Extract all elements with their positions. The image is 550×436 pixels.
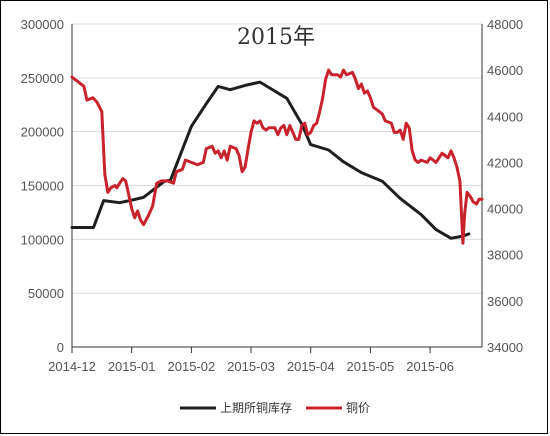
y-left-tick-label: 100000 <box>21 232 64 247</box>
x-tick-label: 2015-03 <box>227 359 275 374</box>
x-tick-label: 2015-02 <box>168 359 216 374</box>
legend-item: 上期所铜库存 <box>180 400 292 415</box>
legend-label: 上期所铜库存 <box>220 400 292 415</box>
y-left-tick-label: 250000 <box>21 71 64 86</box>
x-tick-label: 2014-12 <box>48 359 96 374</box>
y-right-tick-label: 40000 <box>487 202 523 217</box>
y-right-tick-label: 36000 <box>487 294 523 309</box>
legend-label: 铜价 <box>346 400 370 415</box>
y-left-tick-label: 150000 <box>21 179 64 194</box>
x-tick-label: 2015-05 <box>347 359 395 374</box>
x-tick-label: 2015-04 <box>287 359 335 374</box>
legend-item: 铜价 <box>306 400 370 415</box>
y-right-tick-label: 44000 <box>487 109 523 124</box>
tick-labels: 0 50000 100000 150000 200000 250000 300000 3400… <box>21 17 524 374</box>
series <box>70 68 484 245</box>
chart-title: 2015年 <box>237 25 315 50</box>
y-right-tick-label: 46000 <box>487 63 523 78</box>
y-right-tick-label: 34000 <box>487 340 523 355</box>
y-right-tick-label: 48000 <box>487 17 523 32</box>
x-tick-label: 2015-01 <box>108 359 156 374</box>
legend: 上期所铜库存 铜价 <box>180 400 370 415</box>
y-right-tick-label: 42000 <box>487 155 523 170</box>
series-line <box>70 80 471 240</box>
y-left-tick-label: 0 <box>57 340 64 355</box>
x-tick-label: 2015-06 <box>406 359 454 374</box>
y-left-tick-label: 200000 <box>21 125 64 140</box>
y-right-tick-label: 38000 <box>487 248 523 263</box>
grid <box>72 23 482 294</box>
series-line <box>70 68 484 245</box>
axes <box>71 24 483 353</box>
y-left-tick-label: 300000 <box>21 17 64 32</box>
y-left-tick-label: 50000 <box>28 286 64 301</box>
